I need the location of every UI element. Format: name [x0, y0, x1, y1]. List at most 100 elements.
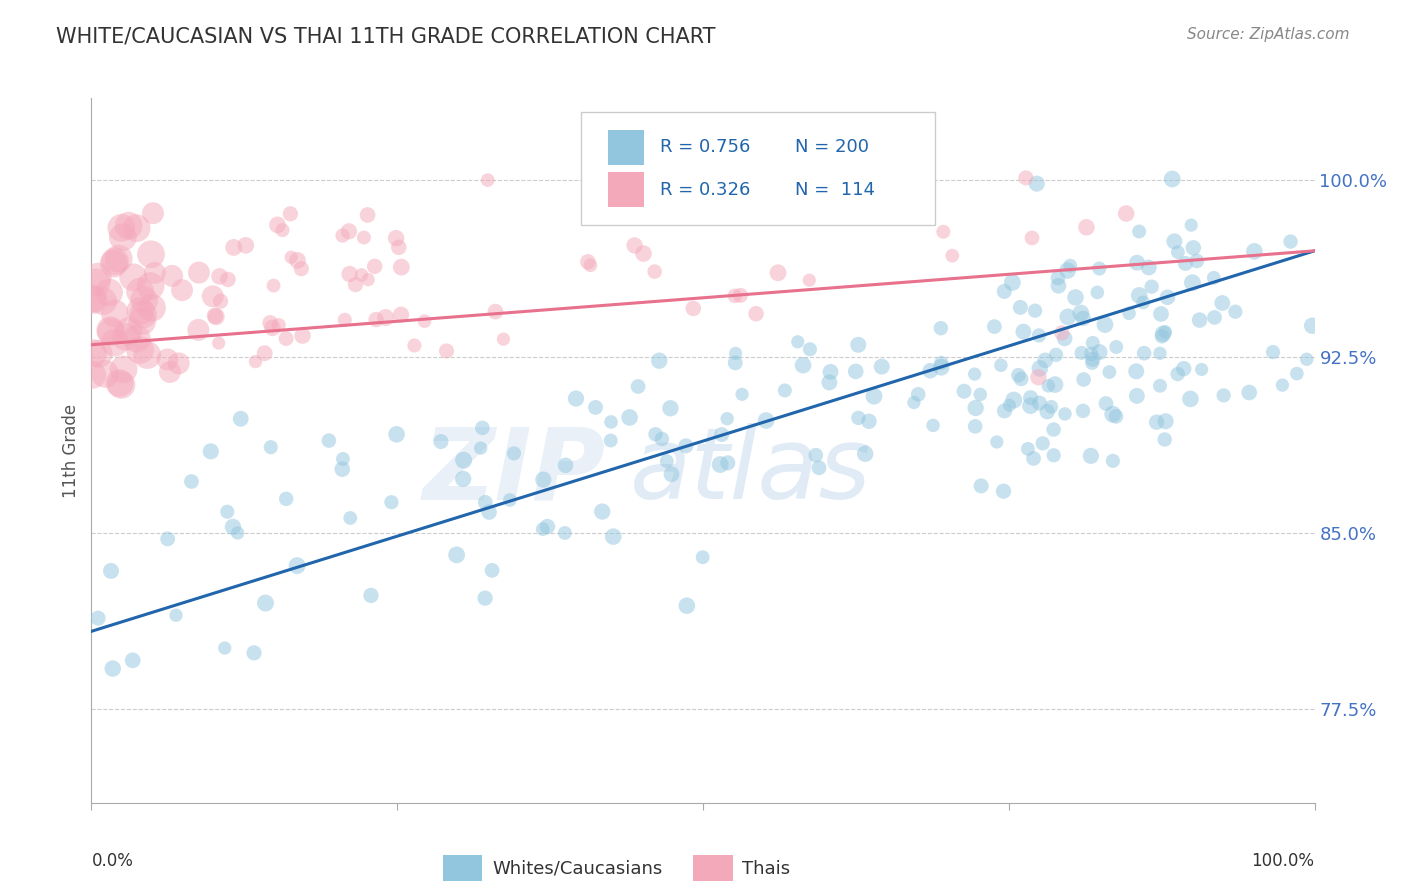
Point [1204, 310, 1226, 325]
Point [903, 395, 925, 409]
Point [103, 257, 125, 271]
Point [82, 368, 104, 382]
Point [1126, 256, 1149, 270]
Point [600, 415, 623, 429]
Point [243, 646, 266, 660]
Point [755, 413, 778, 427]
Point [353, 230, 375, 244]
Point [1180, 218, 1202, 232]
Point [963, 367, 986, 381]
Point [217, 505, 239, 519]
Point [91, 294, 114, 309]
Point [709, 458, 731, 472]
Point [970, 479, 993, 493]
Point [350, 268, 373, 282]
Point [1285, 367, 1308, 381]
Point [1002, 392, 1025, 407]
Point [132, 293, 155, 308]
Point [333, 313, 356, 327]
Point [259, 316, 281, 330]
FancyBboxPatch shape [581, 112, 935, 225]
Point [287, 253, 309, 268]
Point [1045, 348, 1067, 362]
Point [965, 401, 987, 415]
Point [1095, 396, 1118, 410]
Point [366, 312, 388, 326]
Point [998, 398, 1021, 412]
Point [356, 208, 378, 222]
Text: 100.0%: 100.0% [1251, 852, 1315, 870]
Point [474, 495, 496, 509]
Point [222, 520, 245, 534]
Point [1137, 260, 1160, 275]
Point [117, 324, 139, 338]
Point [86, 276, 108, 290]
Point [1042, 423, 1064, 437]
Point [1094, 318, 1116, 332]
Point [404, 338, 426, 352]
Point [1019, 399, 1042, 413]
Point [413, 314, 436, 328]
Point [156, 532, 179, 546]
Point [271, 223, 294, 237]
Point [430, 434, 453, 449]
FancyBboxPatch shape [607, 130, 644, 165]
Point [1025, 177, 1047, 191]
Point [993, 285, 1015, 299]
Point [1105, 409, 1128, 424]
Point [1028, 396, 1050, 410]
Point [675, 439, 697, 453]
Point [108, 376, 131, 390]
Point [1047, 278, 1070, 293]
Point [187, 323, 209, 337]
Point [451, 472, 474, 486]
Point [107, 252, 129, 266]
Point [167, 356, 190, 370]
Point [863, 389, 886, 403]
Point [1212, 388, 1234, 402]
Point [1088, 261, 1111, 276]
Point [565, 392, 588, 406]
Point [87, 611, 110, 625]
Point [83, 293, 105, 307]
Point [929, 321, 952, 335]
Point [965, 419, 987, 434]
Point [446, 548, 468, 562]
Point [1225, 304, 1247, 318]
Point [922, 418, 945, 433]
Point [280, 250, 302, 264]
Point [724, 289, 747, 303]
Point [380, 495, 402, 509]
Text: R = 0.756: R = 0.756 [661, 138, 751, 156]
Point [115, 330, 138, 344]
Point [205, 310, 228, 324]
Point [180, 475, 202, 489]
Point [858, 414, 880, 428]
Point [983, 319, 1005, 334]
Point [554, 526, 576, 541]
Point [993, 484, 1015, 499]
Point [897, 204, 920, 219]
Point [267, 318, 290, 333]
Text: WHITE/CAUCASIAN VS THAI 11TH GRADE CORRELATION CHART: WHITE/CAUCASIAN VS THAI 11TH GRADE CORRE… [56, 27, 716, 46]
Point [599, 434, 621, 448]
Point [208, 336, 231, 351]
Text: atlas: atlas [630, 423, 872, 520]
Point [453, 453, 475, 467]
Point [717, 456, 740, 470]
Point [131, 314, 153, 328]
Point [773, 384, 796, 398]
Point [285, 558, 308, 573]
Point [481, 563, 503, 577]
Point [591, 504, 613, 518]
Point [682, 301, 704, 316]
Point [1073, 372, 1095, 386]
Point [853, 447, 876, 461]
Point [648, 353, 671, 368]
Point [1043, 377, 1066, 392]
Text: Whites/Caucasians: Whites/Caucasians [492, 860, 662, 878]
Point [260, 440, 283, 454]
Point [1024, 303, 1046, 318]
Point [470, 441, 492, 455]
Point [389, 308, 412, 322]
